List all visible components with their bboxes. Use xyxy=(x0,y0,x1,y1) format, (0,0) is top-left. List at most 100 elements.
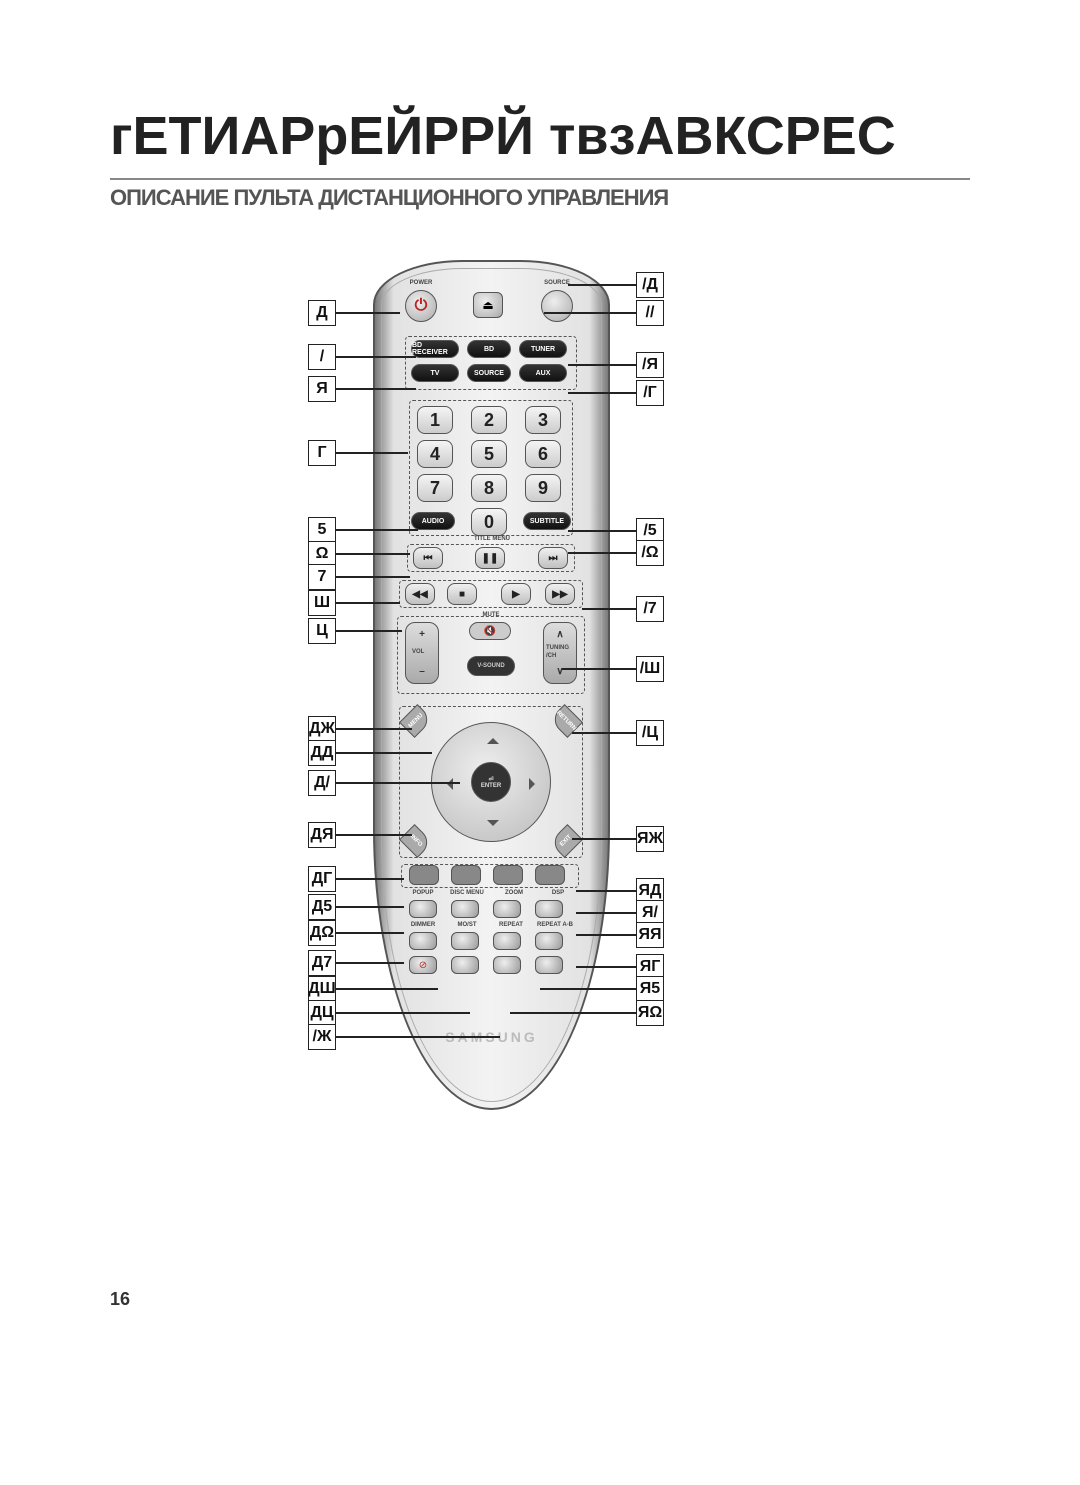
callout-line xyxy=(336,906,404,908)
callout-label: /Я xyxy=(636,352,664,378)
callout-right: /7 xyxy=(582,596,664,622)
num-7: 7 xyxy=(417,474,453,502)
subtitle-button: SUBTITLE xyxy=(523,512,571,530)
most-label: MO/ST xyxy=(447,922,487,928)
callout-line xyxy=(336,988,438,990)
callout-line xyxy=(576,966,636,968)
callout-right: /Я xyxy=(568,352,664,378)
callout-right: /Ш xyxy=(562,656,664,682)
aux-button: AUX xyxy=(519,364,567,382)
callout-line xyxy=(576,912,636,914)
callout-label: Я xyxy=(308,376,336,402)
callout-right: ЯΩ xyxy=(510,1000,664,1026)
callout-label: ЯЖ xyxy=(636,826,664,852)
callout-left: ДЯ xyxy=(308,822,412,848)
tuner-button: TUNER xyxy=(519,340,567,358)
callout-line xyxy=(336,752,432,754)
source-mode-button: SOURCE xyxy=(467,364,511,382)
callout-label: Ш xyxy=(308,590,336,616)
callout-label: / xyxy=(308,344,336,370)
callout-left: ДГ xyxy=(308,866,404,892)
most-button xyxy=(451,932,479,950)
num-6: 6 xyxy=(525,440,561,468)
page-title: гЕТИАРрЕЙРРЙ твзАВКСРЕС xyxy=(110,105,896,167)
bottom-button-c xyxy=(493,956,521,974)
callout-right: /Ц xyxy=(572,720,664,746)
eject-button: ⏏ xyxy=(473,292,503,318)
vsound-button: V-SOUND xyxy=(467,656,515,676)
callout-line xyxy=(336,878,404,880)
callout-label: /Ж xyxy=(308,1024,336,1050)
callout-left: ДШ xyxy=(308,976,438,1002)
dimmer-button xyxy=(409,932,437,950)
repeat-ab-label: REPEAT A-B xyxy=(533,922,577,928)
callout-left: Ц xyxy=(308,618,402,644)
dimmer-label: DIMMER xyxy=(403,922,443,928)
callout-label: 5 xyxy=(308,517,336,543)
callout-label: ДЦ xyxy=(308,1000,336,1026)
callout-label: 7 xyxy=(308,564,336,590)
callout-line xyxy=(540,988,636,990)
num-3: 3 xyxy=(525,406,561,434)
color-button-d xyxy=(535,865,565,885)
callout-label: /7 xyxy=(636,596,664,622)
num-8: 8 xyxy=(471,474,507,502)
callout-right: /Ω xyxy=(568,540,664,566)
callout-line xyxy=(336,529,418,531)
callout-right: ЯЖ xyxy=(572,826,664,852)
callout-label: ДΩ xyxy=(308,920,336,946)
callout-line xyxy=(336,728,412,730)
callout-left: / xyxy=(308,344,416,370)
callout-left: Д7 xyxy=(308,950,404,976)
num-0: 0 xyxy=(471,508,507,536)
callout-label: ДД xyxy=(308,740,336,766)
callout-label: Д5 xyxy=(308,894,336,920)
callout-line xyxy=(336,576,410,578)
callout-left: ДΩ xyxy=(308,920,404,946)
callout-line xyxy=(582,608,636,610)
callout-label: ДЖ xyxy=(308,716,336,742)
callout-line xyxy=(568,530,636,532)
callout-line xyxy=(336,356,416,358)
dpad-down-icon xyxy=(487,820,499,832)
callout-line xyxy=(544,312,636,314)
prev-button: ⏮ xyxy=(413,547,443,569)
callout-line xyxy=(336,782,460,784)
callout-label: ДШ xyxy=(308,976,336,1002)
callout-label: // xyxy=(636,300,664,326)
callout-line xyxy=(576,934,636,936)
callout-line xyxy=(336,630,402,632)
bd-button: BD xyxy=(467,340,511,358)
callout-left: /Ж xyxy=(308,1024,500,1050)
enter-label: ENTER xyxy=(481,783,501,789)
callout-line xyxy=(336,553,410,555)
callout-label: Г xyxy=(308,440,336,466)
callout-left: Д/ xyxy=(308,770,460,796)
callout-left: Д xyxy=(308,300,400,326)
callout-label: Ц xyxy=(308,618,336,644)
pause-button: ❚❚ xyxy=(475,547,505,569)
num-5: 5 xyxy=(471,440,507,468)
callout-line xyxy=(336,1012,470,1014)
callout-label: /Ш xyxy=(636,656,664,682)
vol-label: VOL xyxy=(412,649,424,655)
play-button: ▶ xyxy=(501,583,531,605)
stop-button: ■ xyxy=(447,583,477,605)
color-button-b xyxy=(451,865,481,885)
callout-line xyxy=(568,284,636,286)
popup-button xyxy=(409,900,437,918)
callout-label: Д xyxy=(308,300,336,326)
callout-left: ДЦ xyxy=(308,1000,470,1026)
callout-left: Д5 xyxy=(308,894,404,920)
page-number: 16 xyxy=(110,1289,130,1310)
color-button-c xyxy=(493,865,523,885)
discmenu-label: DISC MENU xyxy=(445,890,489,896)
tv-button: TV xyxy=(411,364,459,382)
callout-label: /Д xyxy=(636,272,664,298)
callout-line xyxy=(336,962,404,964)
dpad-up-icon xyxy=(487,732,499,744)
callout-label: /Ω xyxy=(636,540,664,566)
popup-label: POPUP xyxy=(403,890,443,896)
callout-label: ДГ xyxy=(308,866,336,892)
callout-label: Д/ xyxy=(308,770,336,796)
